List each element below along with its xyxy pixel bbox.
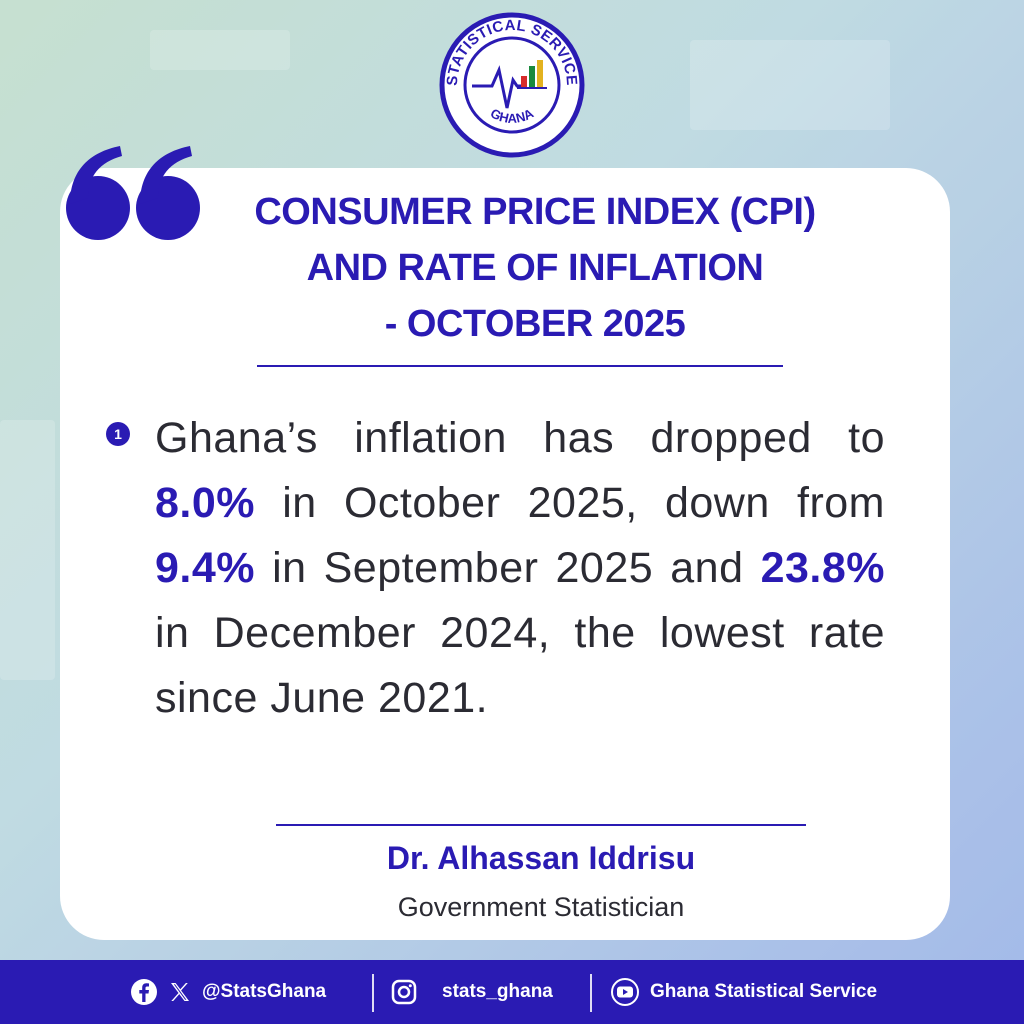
title-line-3: - OCTOBER 2025: [384, 303, 686, 345]
content-card: [60, 168, 950, 940]
social-footer: @StatsGhana stats_ghana Ghana Statistica…: [0, 960, 1024, 1024]
instagram-icon[interactable]: [390, 978, 418, 1006]
statement-text: Ghana’s inflation has dropped to: [155, 414, 885, 462]
title-line-1: CONSUMER PRICE INDEX (CPI): [254, 191, 816, 233]
youtube-channel-name[interactable]: Ghana Statistical Service: [650, 981, 878, 1002]
x-icon[interactable]: [168, 980, 192, 1004]
social-instagram[interactable]: stats_ghana: [390, 960, 553, 1024]
divider-bottom: [276, 824, 806, 826]
footer-separator: [372, 974, 374, 1012]
divider-top: [257, 365, 783, 367]
statement-text: in October 2025, down from: [255, 479, 885, 527]
instagram-handle[interactable]: stats_ghana: [442, 981, 553, 1002]
social-facebook-x[interactable]: @StatsGhana: [130, 960, 326, 1024]
background-shape: [690, 40, 890, 130]
youtube-icon[interactable]: [610, 977, 640, 1007]
social-youtube[interactable]: Ghana Statistical Service: [610, 960, 877, 1024]
statement-text: in December 2024, the lowest rate since …: [155, 609, 885, 722]
signatory-name: Dr. Alhassan Iddrisu: [386, 840, 696, 876]
inflation-september-value: 9.4%: [155, 544, 256, 592]
statement-text: in September 2025 and: [255, 544, 761, 592]
facebook-icon[interactable]: [130, 978, 158, 1006]
inflation-statement: Ghana’s inflation has dropped to 8.0% in…: [155, 406, 885, 731]
page-title: CONSUMER PRICE INDEX (CPI) AND RATE OF I…: [200, 184, 870, 352]
background-shape: [0, 420, 55, 680]
footer-separator: [590, 974, 592, 1012]
background-shape: [150, 30, 290, 70]
title-line-2: AND RATE OF INFLATION: [306, 247, 764, 289]
svg-text:GHANA: GHANA: [488, 105, 537, 126]
quote-icon: [66, 146, 200, 240]
statistical-service-logo: STATISTICAL SERVICE GHANA: [439, 12, 585, 158]
facebook-x-handle[interactable]: @StatsGhana: [202, 981, 327, 1002]
inflation-december-value: 23.8%: [760, 544, 885, 592]
signatory-role: Government Statistician: [397, 892, 685, 922]
logo-bottom-text: GHANA: [488, 105, 537, 126]
bullet-number-badge: 1: [106, 422, 130, 446]
inflation-october-value: 8.0%: [155, 479, 256, 527]
